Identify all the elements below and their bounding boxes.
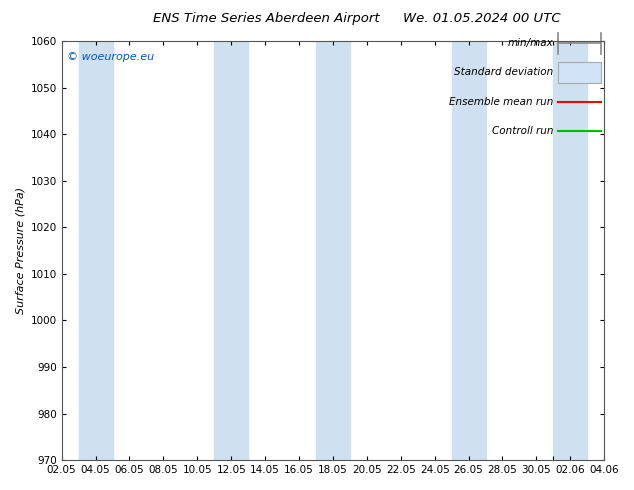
- Text: © woeurope.eu: © woeurope.eu: [67, 51, 154, 62]
- Text: min/max: min/max: [508, 38, 553, 48]
- Y-axis label: Surface Pressure (hPa): Surface Pressure (hPa): [15, 187, 25, 314]
- Text: Ensemble mean run: Ensemble mean run: [450, 97, 553, 107]
- Bar: [451, 41, 486, 460]
- Bar: [214, 41, 248, 460]
- Bar: [79, 41, 112, 460]
- Bar: [316, 41, 350, 460]
- Text: Controll run: Controll run: [492, 126, 553, 136]
- Bar: [553, 41, 587, 460]
- Bar: [558, 62, 602, 83]
- Text: Standard deviation: Standard deviation: [455, 68, 553, 77]
- Text: We. 01.05.2024 00 UTC: We. 01.05.2024 00 UTC: [403, 12, 560, 25]
- Text: ENS Time Series Aberdeen Airport: ENS Time Series Aberdeen Airport: [153, 12, 380, 25]
